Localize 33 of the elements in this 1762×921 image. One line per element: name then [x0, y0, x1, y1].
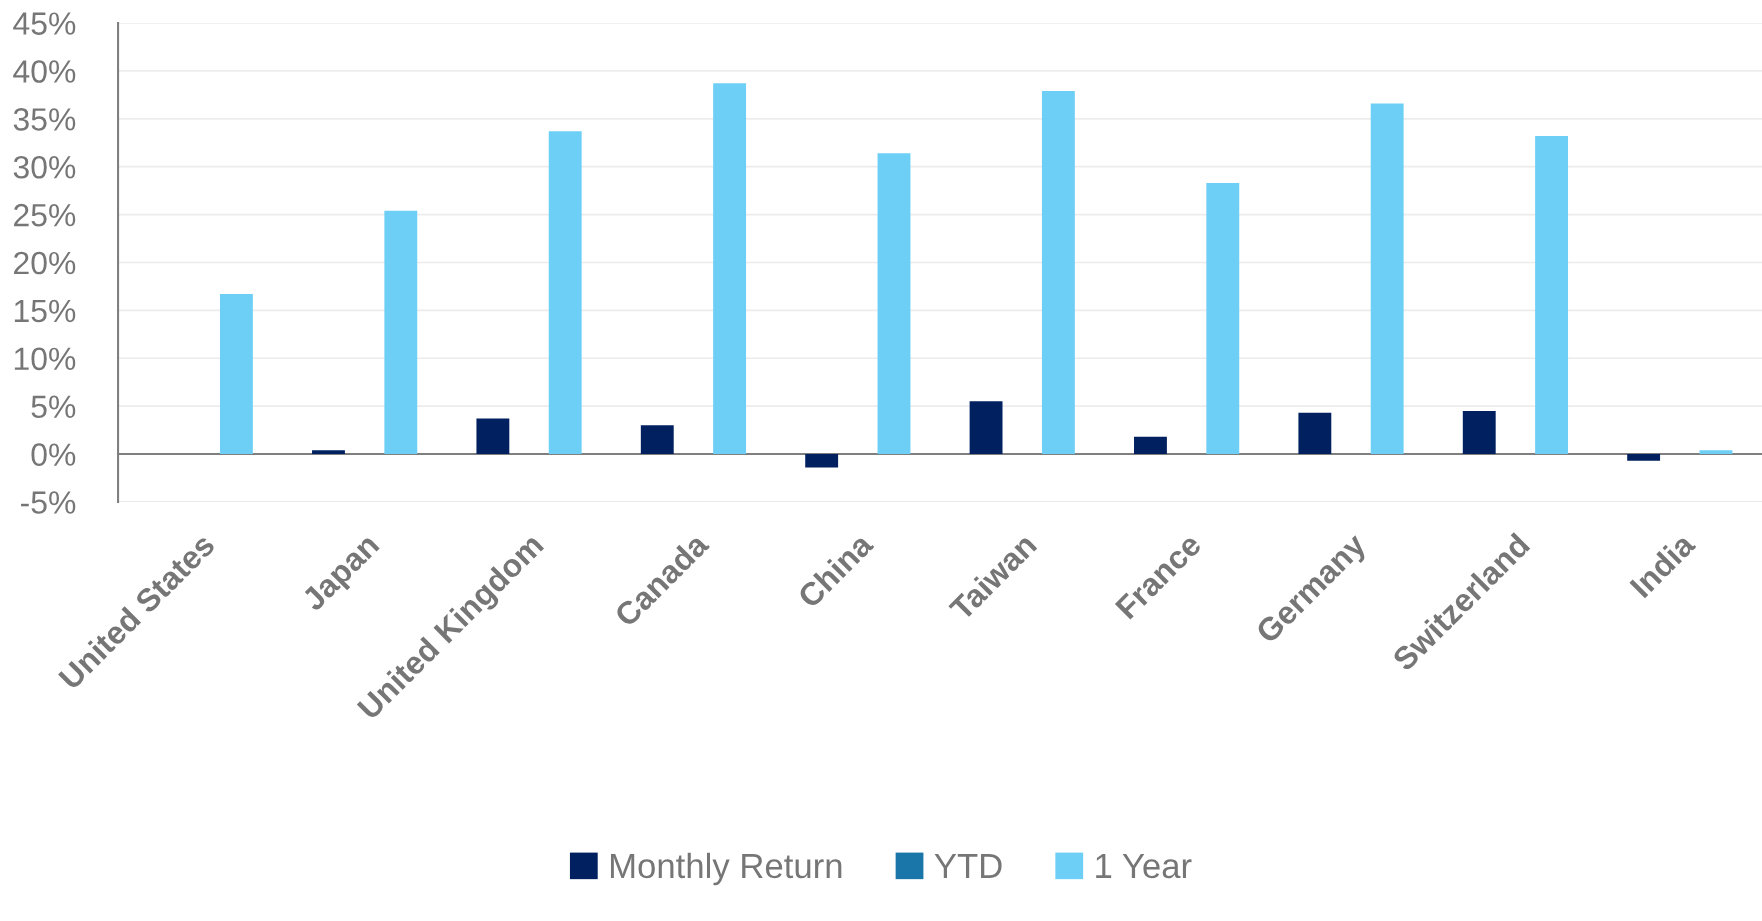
y-tick-label: 5%	[31, 395, 76, 419]
bar	[1298, 412, 1332, 455]
y-tick-label: 35%	[13, 108, 76, 131]
bar	[384, 210, 418, 455]
bar	[877, 153, 911, 455]
bar	[476, 418, 510, 455]
legend-label: YTD	[934, 854, 1002, 878]
y-tick-label: 25%	[14, 203, 76, 227]
y-tick-label: 45%	[13, 12, 76, 35]
bar	[1627, 454, 1661, 461]
bar	[969, 401, 1003, 455]
bar	[219, 294, 253, 455]
bar	[1041, 91, 1075, 455]
y-tick-label: 0%	[31, 443, 76, 466]
bar	[805, 454, 839, 468]
y-tick-label: 30%	[13, 155, 76, 179]
bar	[1462, 410, 1496, 455]
y-tick-label: 15%	[14, 299, 76, 323]
legend-label: Monthly Return	[610, 852, 842, 886]
y-tick-label: -5%	[21, 491, 76, 514]
bar	[1370, 103, 1404, 455]
legend-label: 1 Year	[1096, 854, 1192, 879]
bar	[548, 131, 582, 455]
bar	[1535, 136, 1569, 455]
bar	[1699, 450, 1733, 455]
bar	[1134, 436, 1167, 455]
y-tick-label: 20%	[14, 251, 76, 275]
y-tick-label: 10%	[14, 347, 76, 371]
bar	[640, 425, 674, 455]
y-tick-label: 40%	[13, 60, 76, 83]
bar	[312, 450, 345, 455]
bar	[1206, 182, 1240, 455]
bar	[713, 83, 747, 455]
